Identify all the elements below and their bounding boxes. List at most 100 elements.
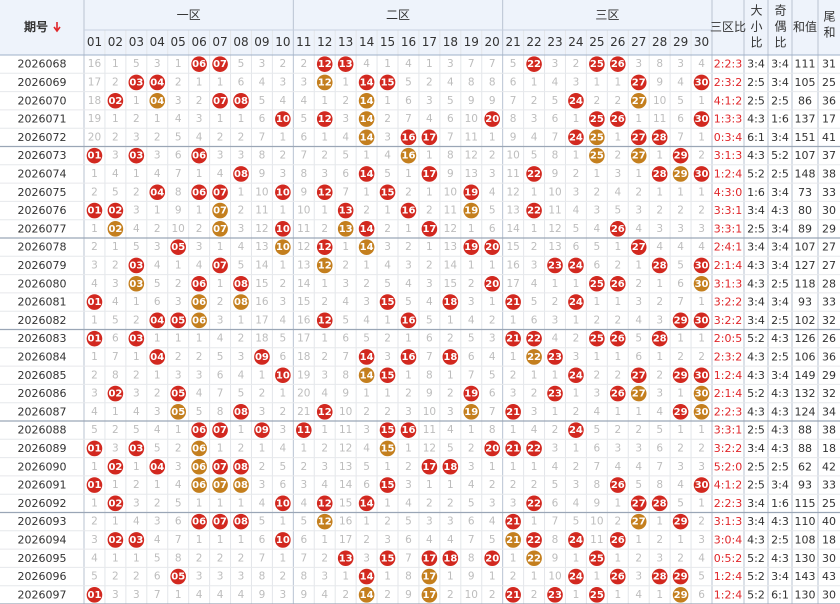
- hit-ball: [379, 477, 396, 493]
- hit-number: 18: [443, 553, 457, 564]
- zone-header: 三区: [595, 8, 619, 22]
- hit-ball: [400, 147, 417, 164]
- miss-count: 1: [656, 589, 663, 601]
- miss-count: 5: [552, 95, 559, 107]
- miss-count: 8: [300, 168, 307, 180]
- miss-count: 3: [259, 406, 266, 418]
- hit-number: 06: [192, 425, 206, 436]
- miss-count: 7: [405, 552, 412, 564]
- stat-parity-ratio: 3:4: [771, 58, 789, 71]
- stat-zone-ratio: 5:2:0: [714, 460, 742, 473]
- miss-count: 6: [552, 113, 559, 125]
- miss-count: 4: [196, 259, 203, 271]
- miss-count: 4: [154, 424, 161, 436]
- miss-count: 6: [112, 333, 119, 345]
- miss-count: 3: [510, 497, 517, 509]
- miss-count: 6: [363, 479, 370, 491]
- miss-count: 7: [154, 589, 161, 601]
- hit-ball: [610, 568, 626, 585]
- hit-ball: [275, 367, 291, 384]
- hit-ball: [610, 221, 626, 237]
- miss-count: 2: [677, 205, 684, 217]
- hit-number: 26: [611, 279, 625, 290]
- hit-ball: [505, 587, 521, 603]
- stat-size-ratio: 4:3: [747, 259, 765, 272]
- miss-count: 2: [656, 534, 663, 546]
- hit-ball: [128, 275, 145, 292]
- sort-arrow[interactable]: [53, 22, 61, 33]
- hit-number: 15: [381, 443, 395, 454]
- miss-count: 3: [573, 479, 580, 491]
- miss-count: 3: [154, 58, 161, 70]
- miss-count: 6: [698, 589, 705, 601]
- miss-count: 3: [614, 442, 621, 454]
- hit-number: 08: [234, 517, 248, 528]
- miss-count: 3: [112, 150, 119, 162]
- miss-count: 5: [531, 150, 538, 162]
- miss-count: 2: [112, 571, 119, 583]
- hit-ball: [463, 239, 480, 255]
- hit-ball: [547, 257, 563, 274]
- number-header: 29: [673, 35, 688, 49]
- hit-ball: [170, 312, 186, 329]
- hit-ball: [379, 440, 396, 457]
- miss-count: 1: [384, 497, 391, 509]
- hit-number: 27: [632, 77, 646, 88]
- miss-count: 8: [552, 534, 559, 546]
- hit-number: 26: [611, 535, 625, 546]
- stat-parity-ratio: 3:4: [771, 131, 789, 144]
- hit-ball: [651, 330, 668, 347]
- miss-count: 4: [217, 589, 224, 601]
- miss-count: 1: [280, 259, 287, 271]
- miss-count: 2: [405, 388, 412, 400]
- hit-number: 03: [129, 151, 143, 162]
- miss-count: 3: [280, 76, 287, 88]
- miss-count: 1: [259, 442, 266, 454]
- hit-number: 01: [88, 151, 102, 162]
- stat-size-ratio: 3:4: [747, 241, 765, 254]
- miss-count: 1: [614, 76, 621, 88]
- hit-number: 29: [674, 169, 688, 180]
- miss-count: 3: [217, 150, 224, 162]
- hit-number: 23: [548, 352, 562, 363]
- miss-count: 2: [321, 223, 328, 235]
- hit-number: 22: [527, 535, 541, 546]
- miss-count: 2: [698, 351, 705, 363]
- miss-count: 3: [363, 552, 370, 564]
- miss-count: 5: [133, 58, 140, 70]
- hit-number: 30: [695, 169, 709, 180]
- miss-count: 5: [259, 95, 266, 107]
- zone-header: 一区: [177, 8, 201, 22]
- hit-ball: [526, 166, 542, 182]
- stat-sum: 132: [795, 387, 816, 400]
- stat-sum: 88: [798, 442, 812, 455]
- miss-count: 7: [342, 186, 349, 198]
- miss-count: 3: [698, 461, 705, 473]
- miss-count: 1: [342, 76, 349, 88]
- miss-count: 2: [363, 406, 370, 418]
- miss-count: 3: [154, 241, 161, 253]
- miss-count: 9: [259, 168, 266, 180]
- miss-count: 3: [552, 58, 559, 70]
- hit-number: 27: [632, 517, 646, 528]
- miss-count: 6: [447, 113, 454, 125]
- hit-ball: [610, 532, 626, 548]
- miss-count: 1: [238, 424, 245, 436]
- stat-tail-sum: 29: [822, 222, 836, 235]
- miss-count: 2: [447, 333, 454, 345]
- hit-number: 30: [695, 279, 709, 290]
- miss-count: 1: [238, 113, 245, 125]
- hit-ball: [128, 257, 145, 274]
- miss-count: 8: [259, 571, 266, 583]
- miss-count: 1: [154, 369, 161, 381]
- miss-count: 3: [426, 278, 433, 290]
- miss-count: 4: [154, 534, 161, 546]
- miss-count: 1: [531, 76, 538, 88]
- miss-count: 2: [363, 278, 370, 290]
- miss-count: 3: [489, 333, 496, 345]
- hit-number: 08: [234, 169, 248, 180]
- miss-count: 1: [426, 150, 433, 162]
- hit-number: 21: [506, 535, 520, 546]
- miss-count: 2: [363, 205, 370, 217]
- number-header: 07: [212, 35, 227, 49]
